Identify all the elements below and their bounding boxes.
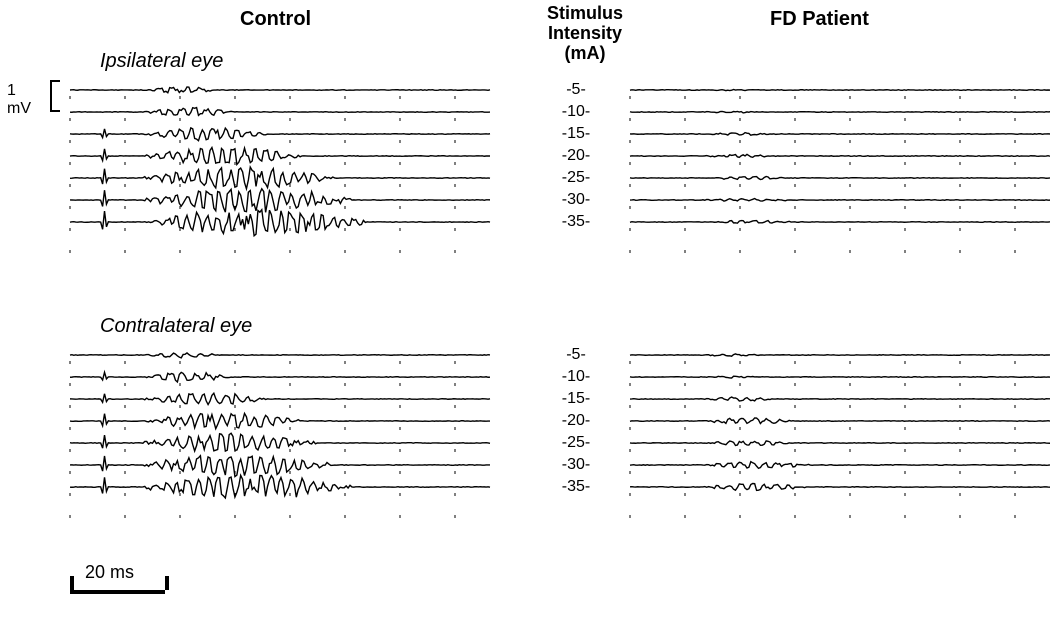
trace-path — [70, 167, 490, 189]
trace-path — [630, 111, 1050, 112]
stim-level: -5- — [552, 346, 600, 364]
trace-path — [70, 128, 490, 141]
trace-path — [70, 210, 490, 236]
stim-level: -35- — [552, 478, 600, 496]
trace-path — [630, 397, 1050, 401]
traces-control-ipsi — [70, 75, 490, 259]
stim-level: -30- — [552, 456, 600, 474]
panel-label-contra: Contralateral eye — [100, 315, 252, 338]
trace-path — [630, 376, 1050, 378]
trace-path — [630, 154, 1050, 157]
trace-path — [70, 353, 490, 358]
trace-path — [70, 456, 490, 477]
trace-path — [630, 484, 1050, 491]
panel-label-ipsi: Ipsilateral eye — [100, 50, 223, 73]
traces-fd-ipsi — [630, 75, 1050, 259]
trace-path — [70, 393, 490, 404]
scale-h-cap-right — [165, 576, 169, 590]
stim-level: -20- — [552, 412, 600, 430]
trace-path — [70, 372, 490, 382]
stim-level: -20- — [552, 147, 600, 165]
header-center: Stimulus Intensity (mA) — [535, 4, 635, 63]
trace-path — [70, 148, 490, 165]
stim-level: -25- — [552, 434, 600, 452]
trace-path — [70, 413, 490, 428]
figure-root: Control FD Patient Stimulus Intensity (m… — [0, 0, 1050, 625]
trace-path — [70, 433, 490, 451]
header-fd: FD Patient — [770, 8, 869, 31]
stim-level: -10- — [552, 368, 600, 386]
stim-level: -15- — [552, 125, 600, 143]
stim-level: -5- — [552, 81, 600, 99]
center-line-1: Stimulus — [547, 3, 623, 23]
trace-path — [70, 87, 490, 93]
stim-level: -15- — [552, 390, 600, 408]
scale-h-label: 20 ms — [85, 562, 134, 583]
traces-fd-contra — [630, 340, 1050, 524]
scale-h-bar — [70, 590, 165, 594]
trace-path — [630, 89, 1050, 90]
trace-path — [630, 176, 1050, 179]
trace-path — [630, 133, 1050, 136]
trace-path — [70, 475, 490, 498]
trace-path — [70, 189, 490, 213]
stim-level: -35- — [552, 213, 600, 231]
stim-level: -10- — [552, 103, 600, 121]
scale-vertical: 1 mV — [7, 82, 31, 118]
trace-path — [630, 441, 1050, 446]
scale-v-value: 1 — [7, 82, 16, 99]
trace-path — [630, 418, 1050, 424]
stim-level: -25- — [552, 169, 600, 187]
stim-level: -30- — [552, 191, 600, 209]
center-line-3: (mA) — [565, 43, 606, 63]
trace-path — [630, 221, 1050, 224]
traces-control-contra — [70, 340, 490, 524]
scale-v-bracket — [50, 80, 60, 112]
trace-path — [630, 199, 1050, 202]
trace-path — [70, 108, 490, 116]
scale-v-unit: mV — [7, 100, 31, 117]
center-line-2: Intensity — [548, 23, 622, 43]
trace-path — [630, 462, 1050, 469]
trace-path — [630, 354, 1050, 356]
header-control: Control — [240, 8, 311, 31]
scale-h-cap-left — [70, 576, 74, 590]
